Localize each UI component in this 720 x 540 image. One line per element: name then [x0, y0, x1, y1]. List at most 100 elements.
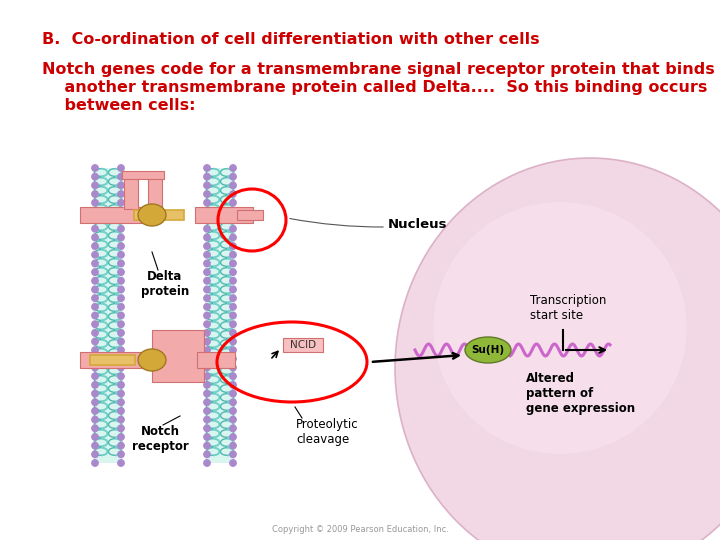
Circle shape — [230, 356, 236, 362]
Circle shape — [204, 208, 210, 214]
Circle shape — [118, 373, 125, 380]
Circle shape — [230, 347, 236, 353]
Circle shape — [204, 173, 210, 180]
Circle shape — [204, 416, 210, 423]
Circle shape — [230, 339, 236, 345]
Circle shape — [230, 243, 236, 249]
Circle shape — [118, 199, 125, 206]
Circle shape — [118, 390, 125, 397]
Circle shape — [204, 460, 210, 466]
Circle shape — [92, 399, 98, 406]
Circle shape — [118, 356, 125, 362]
Text: another transmembrane protein called Delta....  So this binding occurs: another transmembrane protein called Del… — [42, 80, 707, 95]
Circle shape — [204, 390, 210, 397]
Circle shape — [204, 303, 210, 310]
Circle shape — [230, 408, 236, 414]
Circle shape — [92, 390, 98, 397]
Circle shape — [230, 434, 236, 440]
Circle shape — [118, 191, 125, 197]
Bar — [205, 168, 235, 463]
Circle shape — [204, 269, 210, 275]
Text: B.  Co-ordination of cell differentiation with other cells: B. Co-ordination of cell differentiation… — [42, 32, 539, 47]
Circle shape — [204, 434, 210, 440]
Circle shape — [92, 442, 98, 449]
Ellipse shape — [395, 158, 720, 540]
Circle shape — [204, 356, 210, 362]
Circle shape — [118, 269, 125, 275]
Circle shape — [92, 321, 98, 327]
Circle shape — [204, 278, 210, 284]
Circle shape — [230, 295, 236, 301]
Circle shape — [118, 408, 125, 414]
Circle shape — [230, 373, 236, 380]
Circle shape — [118, 434, 125, 440]
Bar — [122, 171, 164, 179]
Text: Delta
protein: Delta protein — [141, 270, 189, 298]
Circle shape — [230, 191, 236, 197]
Circle shape — [118, 260, 125, 267]
Circle shape — [92, 182, 98, 188]
Text: Transcription
start site: Transcription start site — [530, 294, 606, 322]
Circle shape — [92, 226, 98, 232]
Circle shape — [118, 364, 125, 371]
Bar — [283, 338, 323, 352]
Circle shape — [92, 165, 98, 171]
Circle shape — [204, 199, 210, 206]
Circle shape — [92, 382, 98, 388]
Text: Proteolytic
cleavage: Proteolytic cleavage — [296, 418, 359, 446]
Circle shape — [230, 329, 236, 336]
Circle shape — [92, 356, 98, 362]
Circle shape — [204, 226, 210, 232]
Circle shape — [230, 208, 236, 214]
Circle shape — [118, 460, 125, 466]
Circle shape — [92, 173, 98, 180]
Circle shape — [204, 252, 210, 258]
Circle shape — [230, 321, 236, 327]
Bar — [80, 207, 145, 223]
Circle shape — [230, 182, 236, 188]
Circle shape — [92, 347, 98, 353]
Circle shape — [92, 364, 98, 371]
Bar — [93, 168, 123, 463]
Circle shape — [204, 217, 210, 223]
Circle shape — [118, 442, 125, 449]
Circle shape — [92, 295, 98, 301]
Circle shape — [118, 182, 125, 188]
Circle shape — [204, 286, 210, 293]
Circle shape — [204, 329, 210, 336]
Circle shape — [204, 364, 210, 371]
Text: Su(H): Su(H) — [472, 345, 505, 355]
Circle shape — [92, 269, 98, 275]
Circle shape — [230, 399, 236, 406]
Circle shape — [230, 442, 236, 449]
Bar — [148, 173, 162, 209]
Circle shape — [204, 295, 210, 301]
Circle shape — [92, 286, 98, 293]
Circle shape — [92, 339, 98, 345]
Circle shape — [118, 321, 125, 327]
Circle shape — [118, 173, 125, 180]
Circle shape — [118, 329, 125, 336]
Circle shape — [118, 295, 125, 301]
Circle shape — [204, 382, 210, 388]
Ellipse shape — [433, 202, 687, 454]
Circle shape — [230, 364, 236, 371]
Circle shape — [118, 286, 125, 293]
Circle shape — [92, 191, 98, 197]
Circle shape — [92, 425, 98, 431]
Circle shape — [92, 278, 98, 284]
Circle shape — [204, 339, 210, 345]
Circle shape — [230, 260, 236, 267]
Circle shape — [92, 243, 98, 249]
Circle shape — [92, 451, 98, 457]
Circle shape — [92, 217, 98, 223]
Bar — [237, 210, 263, 220]
Bar — [152, 330, 204, 382]
Circle shape — [118, 399, 125, 406]
Text: Copyright © 2009 Pearson Education, Inc.: Copyright © 2009 Pearson Education, Inc. — [271, 525, 449, 534]
Text: NCID: NCID — [290, 340, 316, 350]
Circle shape — [92, 408, 98, 414]
Circle shape — [204, 165, 210, 171]
Bar — [195, 207, 253, 223]
Circle shape — [204, 321, 210, 327]
